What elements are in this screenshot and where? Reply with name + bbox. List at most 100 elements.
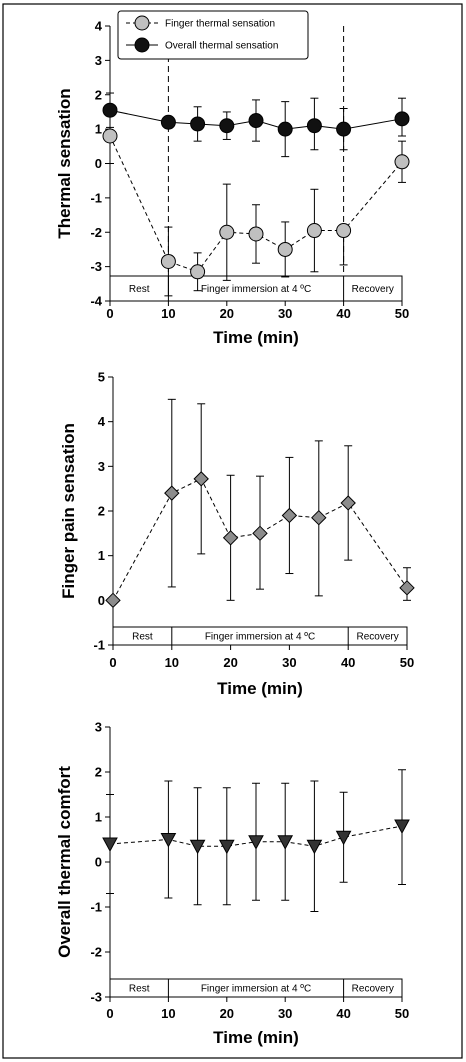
data-point [281,507,298,524]
series-line [112,478,408,601]
y-tick-label: -3 [90,259,102,274]
data-point [189,839,206,855]
phase-label: Recovery [352,284,394,295]
data-point [160,253,176,269]
data-point [340,495,356,511]
data-point [277,241,293,257]
data-point [248,226,264,242]
y-tick-label: 4 [95,19,103,34]
y-tick-label: 3 [98,459,105,474]
legend-marker [134,15,150,31]
x-tick-label: 0 [109,655,116,670]
data-point [190,264,206,280]
series-2 [102,92,410,158]
y-tick-label: 4 [98,414,106,429]
data-point [394,819,410,835]
y-tick-label: 0 [98,593,105,608]
phase-strip [109,275,403,302]
figure-border [2,3,463,1059]
legend-box [117,10,309,60]
x-axis-title: Time (min) [213,1028,299,1047]
phase-label: Finger immersion at 4 ºC [201,284,311,295]
legend-label: Overall thermal sensation [165,41,278,52]
legend: Finger thermal sensation Overall thermal … [117,10,309,60]
x-tick-label: 30 [278,1006,292,1021]
y-axis-title: Finger pain sensation [59,423,78,599]
series-1 [105,398,415,609]
y-tick-label: -3 [90,990,102,1005]
phase-label: Finger immersion at 4 ºC [201,984,311,995]
y-tick-label: -2 [90,225,102,240]
data-point [399,580,415,596]
phase-label: Rest [132,632,153,643]
x-tick-label: 40 [341,655,355,670]
data-point [222,530,239,546]
data-point [394,154,410,170]
data-point [160,114,176,130]
data-point [160,833,177,848]
phase-strip [112,626,408,646]
x-tick-label: 10 [165,655,179,670]
legend-marker [134,37,150,53]
y-tick-label: 2 [95,765,102,780]
data-point [102,837,118,853]
y-tick-label: -2 [90,945,102,960]
y-tick-label: -1 [93,638,105,653]
y-tick-label: 1 [98,548,105,563]
y-tick-label: 0 [95,156,102,171]
phase-label: Rest [129,984,150,995]
data-point [190,116,206,132]
x-axis-title: Time (min) [213,328,299,347]
x-tick-label: 10 [161,1006,175,1021]
y-tick-label: 0 [95,855,102,870]
legend-item: Overall thermal sensation [126,37,278,53]
data-point [102,128,118,144]
x-tick-label: 50 [395,1006,409,1021]
y-tick-label: -4 [90,294,102,309]
data-point [105,592,121,609]
legend-label: Finger thermal sensation [165,19,275,30]
data-point [248,835,264,850]
series-1 [102,769,410,912]
data-point [335,830,352,846]
x-tick-label: 50 [395,306,409,321]
y-tick-label: 3 [95,720,102,735]
data-point [193,471,209,487]
data-point [277,121,293,137]
legend-item: Finger thermal sensation [126,15,275,31]
phase-strip [109,978,403,998]
data-point [277,835,294,850]
series-1 [102,108,410,297]
data-point [102,102,118,118]
x-axis-title: Time (min) [217,679,303,698]
y-tick-label: -1 [90,190,102,205]
x-tick-label: 30 [278,306,292,321]
phase-label: Finger immersion at 4 ºC [205,632,315,643]
x-tick-label: 20 [220,1006,234,1021]
data-point [248,113,264,129]
x-tick-label: 40 [336,306,350,321]
data-point [218,839,235,855]
phase-label: Rest [129,284,150,295]
x-tick-label: 0 [106,306,113,321]
phase-label: Recovery [352,984,394,995]
y-axis-title: Overall thermal comfort [55,766,74,958]
data-point [306,223,322,239]
x-tick-label: 40 [336,1006,350,1021]
data-point [336,223,352,239]
y-axis-title: Thermal sensation [55,88,74,238]
x-tick-label: 20 [223,655,237,670]
phase-label: Recovery [356,632,398,643]
y-tick-label: 1 [95,810,102,825]
data-point [219,118,235,134]
y-tick-label: 2 [95,87,102,102]
data-point [252,525,268,542]
data-point [311,509,327,526]
data-point [306,839,323,855]
x-tick-label: 10 [161,306,175,321]
x-tick-label: 30 [282,655,296,670]
